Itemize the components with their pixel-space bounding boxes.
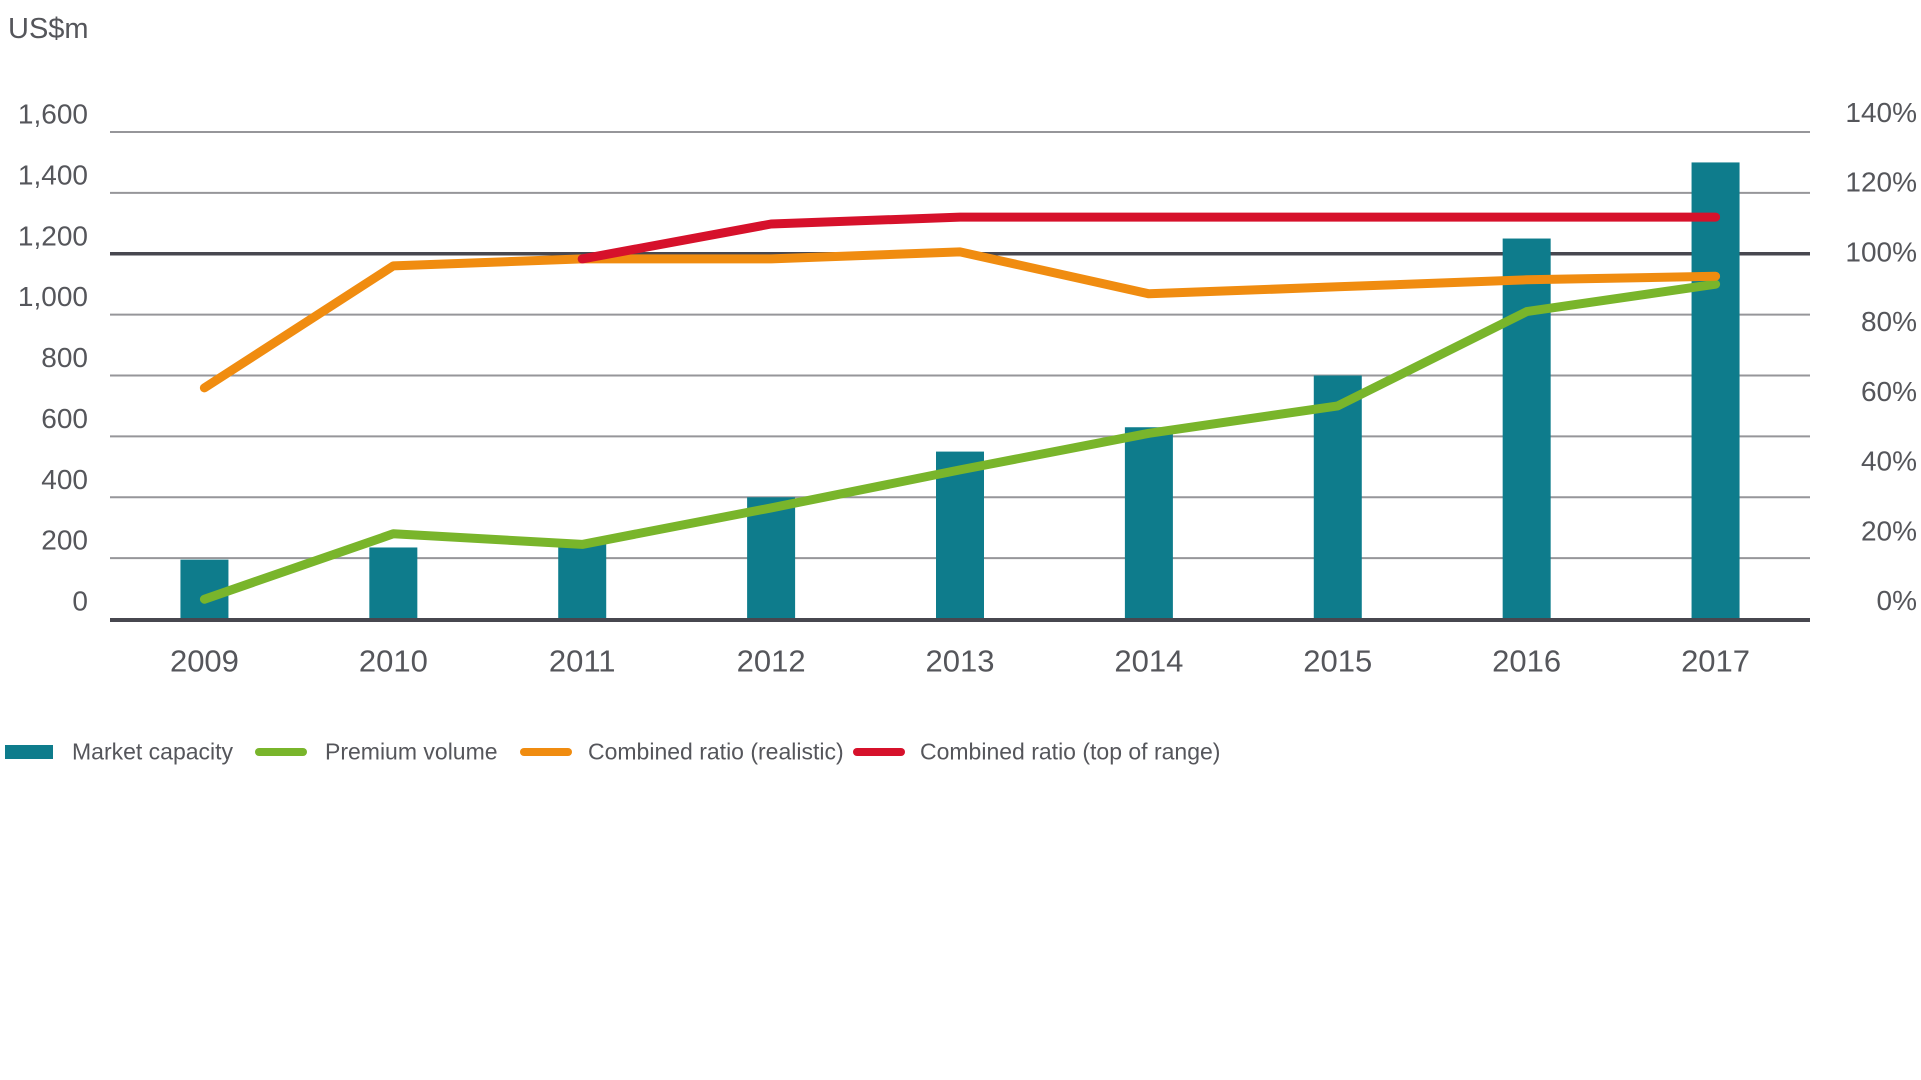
left-axis-tick-label: 200 [41, 525, 88, 556]
x-axis-year-label: 2009 [170, 644, 239, 679]
left-axis-title: US$m [8, 13, 89, 45]
right-axis-tick-label: 20% [1861, 515, 1917, 546]
x-axis-year-label: 2011 [549, 644, 616, 679]
left-axis-tick-label: 1,000 [18, 281, 88, 312]
right-axis-tick-label: 0% [1877, 585, 1917, 616]
series-line [199, 279, 1721, 604]
x-axis-year-label: 2010 [359, 644, 428, 679]
right-axis-tick-label: 60% [1861, 376, 1917, 407]
left-axis-tick-label: 800 [41, 342, 88, 373]
series-line [577, 212, 1721, 264]
series-line [199, 247, 1721, 393]
bar [558, 542, 607, 620]
right-axis-tick-label: 100% [1845, 236, 1917, 267]
bar [1691, 162, 1740, 620]
x-axis-year-label: 2013 [926, 644, 995, 679]
left-axis-tick-label: 400 [41, 464, 88, 495]
right-axis-tick-label: 40% [1861, 446, 1917, 477]
x-axis-year-label: 2016 [1492, 644, 1561, 679]
left-axis-tick-label: 1,600 [18, 99, 88, 130]
right-axis-tick-label: 120% [1845, 167, 1917, 198]
bar [1502, 238, 1551, 620]
left-axis-tick-label: 600 [41, 403, 88, 434]
x-axis-year-label: 2017 [1681, 644, 1750, 679]
bar [1313, 375, 1362, 620]
right-axis-tick-label: 80% [1861, 306, 1917, 337]
left-axis-tick-label: 1,200 [18, 220, 88, 251]
bar [369, 547, 418, 620]
left-axis-tick-label: 1,400 [18, 159, 88, 190]
bar [1124, 427, 1173, 620]
x-axis-year-label: 2014 [1114, 644, 1183, 679]
right-axis-tick-label: 140% [1845, 97, 1917, 128]
bar [747, 497, 796, 620]
x-axis-year-label: 2015 [1303, 644, 1372, 679]
left-axis-tick-label: 0 [72, 586, 88, 617]
bar [936, 451, 984, 620]
x-axis-year-label: 2012 [737, 644, 806, 679]
